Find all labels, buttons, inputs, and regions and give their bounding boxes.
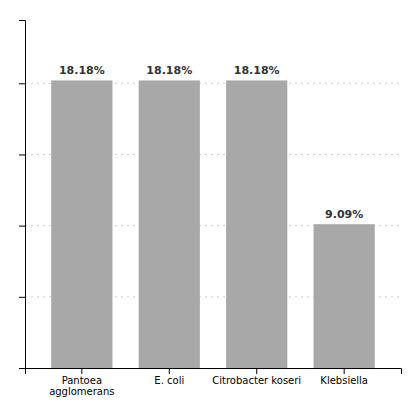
- data-label: 18.18%: [59, 64, 105, 77]
- x-tick-line: [169, 368, 170, 374]
- x-tick-label-line: Pantoea: [62, 375, 102, 386]
- x-tick-label: Citrobacter koseri: [212, 375, 301, 386]
- y-tick: [19, 297, 25, 298]
- x-tick: Pantoeaagglomerans: [49, 368, 114, 397]
- y-axis-line: [19, 21, 26, 369]
- y-tick-line: [19, 83, 25, 84]
- y-tick: [19, 154, 25, 155]
- x-tick-label: Pantoeaagglomerans: [49, 375, 114, 397]
- bar: [139, 80, 200, 368]
- data-label: 9.09%: [325, 208, 363, 221]
- bars: [51, 80, 375, 368]
- bar: [314, 224, 375, 368]
- x-tick-line: [344, 368, 345, 374]
- x-tick-label-line: Klebsiella: [320, 375, 368, 386]
- bar: [226, 80, 287, 368]
- plot: Pantoeaagglomerans E. coli Citrobacter kos…: [19, 21, 402, 398]
- x-tick-label-line: Citrobacter koseri: [212, 375, 301, 386]
- x-tick: Klebsiella: [320, 368, 368, 386]
- data-label: 18.18%: [146, 64, 192, 77]
- chart: Pantoeaagglomerans E. coli Citrobacter kos…: [0, 0, 416, 416]
- x-tick-line: [81, 368, 82, 374]
- x-tick: Citrobacter koseri: [212, 368, 301, 386]
- y-tick: [19, 83, 25, 84]
- y-tick-line: [19, 154, 25, 155]
- data-labels: 18.18% 18.18% 18.18% 9.09%: [59, 64, 363, 221]
- data-label: 18.18%: [234, 64, 280, 77]
- x-tick-label-line: E. coli: [154, 375, 184, 386]
- y-tick-line: [19, 226, 25, 227]
- x-tick-label-line: agglomerans: [49, 386, 114, 397]
- y-axis: [19, 21, 26, 369]
- x-axis: Pantoeaagglomerans E. coli Citrobacter kos…: [26, 368, 402, 397]
- x-tick-line: [256, 368, 257, 374]
- y-tick: [19, 226, 25, 227]
- x-axis-line: [26, 369, 402, 375]
- x-tick: E. coli: [154, 368, 184, 386]
- x-tick-label: E. coli: [154, 375, 184, 386]
- bar: [51, 80, 112, 368]
- x-tick-label: Klebsiella: [320, 375, 368, 386]
- y-tick-line: [19, 297, 25, 298]
